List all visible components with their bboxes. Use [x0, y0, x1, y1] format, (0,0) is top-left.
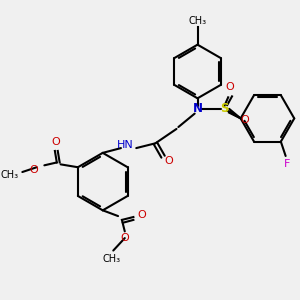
Text: CH₃: CH₃	[188, 16, 207, 26]
Text: O: O	[241, 115, 249, 125]
Text: F: F	[284, 159, 290, 169]
Text: O: O	[120, 233, 129, 243]
Text: O: O	[226, 82, 235, 92]
Text: O: O	[29, 165, 38, 175]
Text: N: N	[193, 102, 202, 115]
Text: CH₃: CH₃	[102, 254, 120, 264]
Text: S: S	[220, 102, 229, 115]
Text: O: O	[52, 137, 60, 147]
Text: HN: HN	[116, 140, 133, 150]
Text: O: O	[164, 157, 173, 166]
Text: O: O	[137, 210, 146, 220]
Text: CH₃: CH₃	[0, 170, 19, 180]
